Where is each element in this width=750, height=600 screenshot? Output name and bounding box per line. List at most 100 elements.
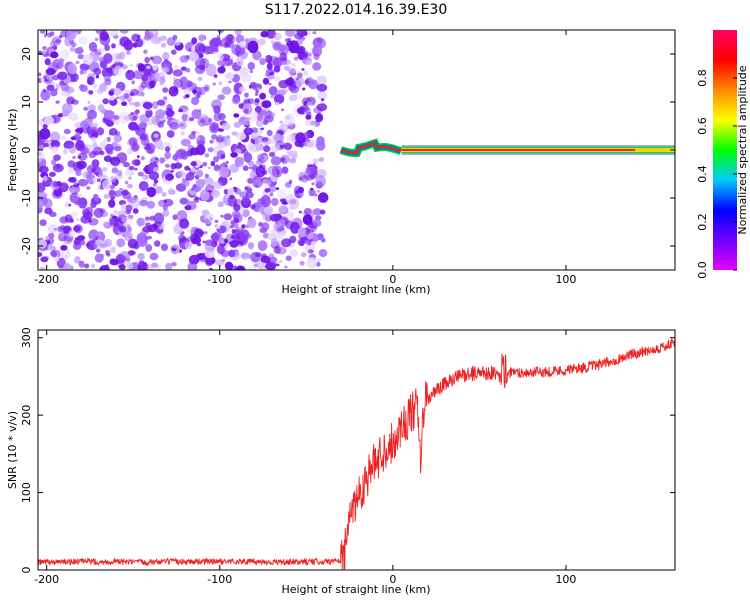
spectrogram-noise-blob bbox=[64, 144, 68, 149]
spectrogram-noise-blob bbox=[127, 148, 132, 154]
spectrogram-noise-blob bbox=[44, 53, 49, 57]
spectrogram-noise-blob bbox=[141, 74, 148, 82]
spectrogram-noise-blob bbox=[109, 189, 115, 196]
spectrogram-noise-blob bbox=[72, 156, 75, 159]
spectrogram-noise-blob bbox=[113, 65, 122, 76]
spectrogram-noise-blob bbox=[265, 265, 269, 269]
spectrogram-noise-blob bbox=[242, 253, 247, 259]
spectrogram-noise-blob bbox=[301, 68, 304, 71]
spectrogram-noise-blob bbox=[102, 98, 109, 104]
spectrogram-noise-blob bbox=[82, 54, 93, 64]
spectrogram-noise-blob bbox=[186, 119, 189, 122]
spectrogram-noise-blob bbox=[317, 258, 322, 262]
spectrogram-noise-blob bbox=[119, 52, 126, 60]
spectrogram-noise-blob bbox=[94, 241, 103, 250]
spectrogram-noise-blob bbox=[158, 122, 165, 128]
spectrogram-noise-blob bbox=[230, 152, 238, 158]
spectrogram-noise-blob bbox=[95, 38, 99, 41]
spectrogram-noise-blob bbox=[59, 49, 69, 60]
spectrogram-noise-blob bbox=[203, 241, 206, 244]
spectrogram-noise-blob bbox=[249, 167, 253, 170]
spectrogram-noise-blob bbox=[134, 102, 141, 108]
spectrogram-noise-blob bbox=[302, 88, 306, 91]
spectrogram-noise-blob bbox=[231, 131, 237, 135]
spectrogram-noise-blob bbox=[177, 171, 185, 178]
spectrogram-noise-blob bbox=[219, 82, 223, 86]
spectrogram-noise-blob bbox=[272, 145, 280, 153]
spectrogram-noise-blob bbox=[188, 134, 196, 140]
spectrogram-noise-blob bbox=[77, 193, 81, 197]
spectrogram-noise-blob bbox=[71, 99, 79, 104]
spectrogram-noise-blob bbox=[300, 261, 305, 266]
spectrogram-noise-blob bbox=[165, 174, 174, 181]
spectrogram-noise-blob bbox=[39, 166, 49, 174]
spectrogram-noise-blob bbox=[191, 227, 200, 238]
spectrogram-noise-blob bbox=[111, 43, 116, 48]
spectrogram-noise-blob bbox=[56, 101, 60, 104]
spectrogram-noise-blob bbox=[281, 109, 284, 112]
spectrogram-noise-blob bbox=[286, 41, 295, 47]
spectrogram-noise-blob bbox=[289, 180, 293, 185]
spectrogram-noise-blob bbox=[161, 244, 168, 252]
spectrogram-noise-blob bbox=[138, 262, 143, 266]
spectrogram-noise-blob bbox=[55, 257, 59, 262]
spectrogram-noise-blob bbox=[80, 198, 87, 205]
spectrogram-noise-blob bbox=[61, 135, 66, 140]
spectrogram-noise-blob bbox=[162, 192, 167, 197]
spectrogram-noise-blob bbox=[162, 52, 169, 60]
spectrogram-noise-blob bbox=[239, 164, 243, 167]
snr-series-line bbox=[38, 340, 675, 571]
spectrogram-noise-blob bbox=[271, 198, 279, 206]
spectrogram-noise-blob bbox=[267, 111, 272, 115]
spectrogram-noise-blob bbox=[317, 84, 328, 92]
spectrogram-noise-blob bbox=[126, 262, 133, 269]
spectrogram-noise-blob bbox=[269, 72, 274, 75]
spectrogram-noise-blob bbox=[106, 264, 109, 268]
spectrogram-noise-blob bbox=[226, 161, 229, 165]
spectrogram-noise-blob bbox=[149, 81, 156, 89]
spectrogram-noise-blob bbox=[191, 161, 197, 166]
spectrogram-noise-blob bbox=[49, 247, 54, 251]
spectrogram-noise-blob bbox=[69, 187, 75, 193]
spectrogram-noise-blob bbox=[312, 31, 316, 34]
spectrogram-noise-blob bbox=[119, 264, 126, 270]
spectrogram-noise-blob bbox=[81, 180, 85, 183]
spectrogram-noise-blob bbox=[98, 104, 105, 112]
spectrogram-noise-blob bbox=[197, 91, 202, 95]
spectrogram-noise-blob bbox=[269, 152, 275, 157]
spectrogram-noise-blob bbox=[75, 170, 81, 176]
spectrogram-noise-blob bbox=[271, 238, 278, 246]
spectrogram-noise-blob bbox=[61, 84, 70, 91]
spectrogram-noise-blob bbox=[262, 100, 272, 108]
spectrogram-noise-blob bbox=[286, 255, 292, 261]
spectrogram-noise-blob bbox=[274, 76, 281, 82]
spectrogram-ytick-label: 20 bbox=[20, 47, 33, 61]
spectrogram-noise-blob bbox=[179, 218, 189, 228]
spectrogram-noise-blob bbox=[60, 225, 66, 230]
spectrogram-noise-blob bbox=[198, 34, 205, 41]
spectrogram-noise-blob bbox=[94, 196, 99, 201]
spectrogram-noise-blob bbox=[50, 52, 58, 59]
spectrogram-noise-blob bbox=[150, 56, 154, 60]
spectrogram-noise-blob bbox=[274, 65, 281, 72]
spectrogram-noise-blob bbox=[205, 184, 214, 192]
spectrogram-noise-blob bbox=[143, 167, 149, 173]
spectrogram-noise-blob bbox=[282, 167, 289, 174]
spectrogram-noise-blob bbox=[260, 128, 264, 131]
spectrogram-noise-blob bbox=[227, 34, 233, 41]
spectrogram-noise-blob bbox=[237, 92, 241, 96]
spectrogram-noise-blob bbox=[120, 28, 129, 34]
spectrogram-noise-blob bbox=[311, 182, 315, 185]
spectrogram-noise-blob bbox=[50, 89, 57, 97]
spectrogram-noise-blob bbox=[278, 204, 287, 213]
spectrogram-noise-blob bbox=[63, 149, 68, 155]
spectrogram-noise-blob bbox=[97, 178, 100, 182]
spectrogram-noise-blob bbox=[80, 70, 84, 75]
spectrogram-noise-blob bbox=[99, 151, 104, 155]
spectrogram-noise-blob bbox=[290, 249, 298, 256]
spectrogram-noise-blob bbox=[80, 147, 89, 155]
spectrogram-noise-blob bbox=[132, 144, 140, 151]
spectrogram-noise-blob bbox=[130, 89, 139, 96]
spectrogram-noise-blob bbox=[204, 87, 208, 91]
spectrogram-noise-blob bbox=[55, 65, 59, 68]
